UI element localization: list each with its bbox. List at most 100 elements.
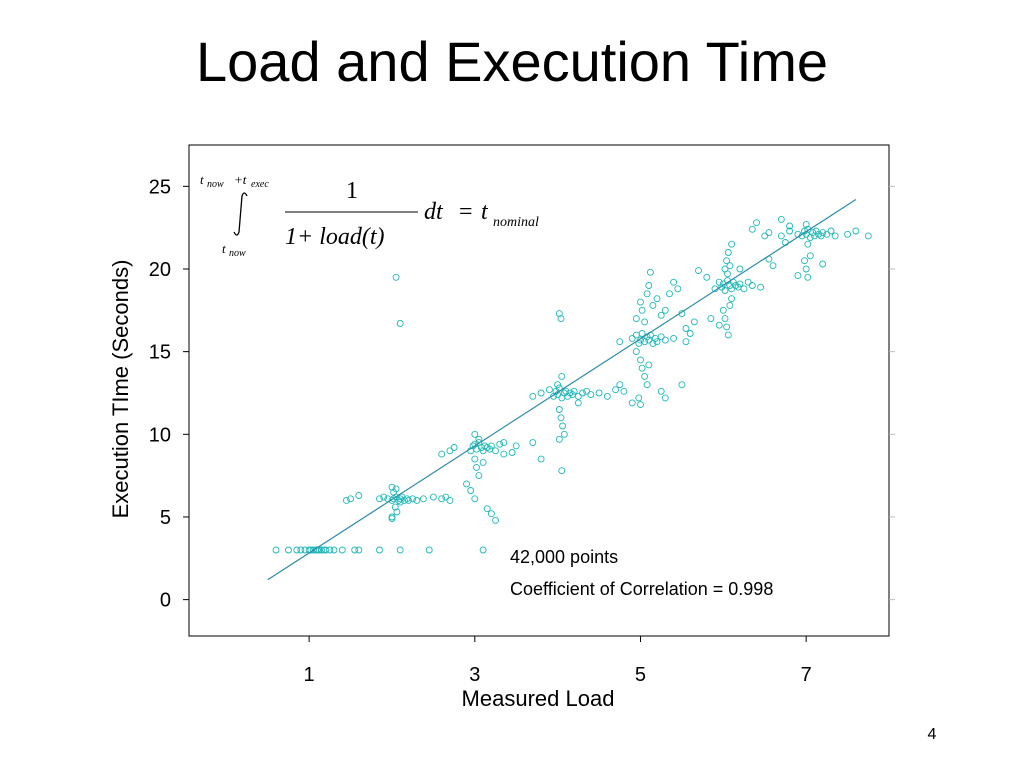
data-point	[446, 496, 454, 504]
data-point	[632, 331, 640, 339]
data-point	[392, 485, 400, 493]
data-point	[721, 315, 729, 323]
data-point	[479, 447, 487, 455]
data-point	[473, 445, 480, 453]
data-point	[529, 392, 537, 400]
data-point	[393, 508, 401, 516]
data-point	[475, 472, 483, 480]
data-point	[351, 546, 359, 554]
data-point	[560, 430, 568, 438]
data-point	[801, 257, 808, 265]
data-point	[653, 338, 661, 346]
data-point	[338, 546, 346, 554]
data-point	[438, 495, 446, 503]
data-point	[620, 387, 628, 395]
data-point	[682, 338, 690, 346]
data-point	[657, 333, 665, 341]
data-point	[661, 336, 669, 344]
data-point	[413, 496, 421, 504]
data-point	[728, 240, 736, 248]
data-point	[555, 406, 563, 413]
data-point	[852, 227, 860, 235]
integral-sign-icon	[233, 192, 248, 236]
data-point	[558, 467, 566, 475]
data-point	[635, 394, 643, 402]
data-point	[396, 495, 404, 503]
data-point	[819, 260, 827, 268]
data-point	[438, 450, 446, 458]
data-point	[391, 503, 399, 511]
formula-lower-t: t	[222, 241, 226, 256]
data-point	[347, 495, 354, 503]
data-point	[487, 510, 495, 518]
data-points	[272, 215, 872, 554]
data-point	[297, 546, 305, 554]
data-point	[272, 546, 280, 554]
data-point	[479, 458, 487, 466]
data-point	[475, 435, 483, 443]
data-point	[555, 310, 563, 318]
data-point	[496, 440, 504, 448]
data-point	[765, 229, 773, 237]
data-point	[695, 267, 702, 275]
data-point	[326, 546, 334, 554]
data-point	[657, 311, 665, 319]
data-point	[823, 230, 831, 238]
data-point	[376, 495, 383, 503]
data-point	[744, 278, 752, 286]
data-point	[487, 442, 495, 450]
data-point	[632, 315, 640, 323]
data-point	[483, 505, 491, 513]
data-point	[555, 435, 563, 443]
data-point	[769, 262, 777, 270]
data-point	[726, 301, 734, 309]
data-point	[724, 249, 732, 256]
data-point	[442, 493, 450, 501]
data-point	[570, 387, 578, 395]
data-point	[492, 447, 499, 455]
data-point	[802, 265, 810, 273]
formula-equals: =	[459, 199, 473, 225]
y-tick-label: 20	[149, 259, 171, 281]
data-point	[728, 295, 736, 303]
data-point	[583, 387, 591, 395]
data-point	[595, 389, 603, 397]
data-point	[388, 483, 396, 491]
data-point	[376, 546, 383, 554]
page-number: 4	[927, 726, 937, 743]
data-point	[603, 392, 611, 400]
formula: t now +t exec t now 1 1+ load(t) dt = t …	[200, 172, 539, 259]
data-point	[748, 225, 756, 233]
data-point	[674, 285, 682, 293]
data-point	[419, 495, 427, 503]
data-point	[777, 215, 785, 223]
data-point	[560, 389, 568, 397]
data-point	[396, 498, 404, 506]
data-point	[637, 356, 644, 364]
formula-upper-exec: exec	[251, 179, 269, 190]
data-point	[425, 546, 433, 554]
data-point	[616, 338, 624, 346]
data-point	[721, 287, 729, 294]
x-axis-title: Measured Load	[462, 686, 615, 711]
data-point	[537, 389, 545, 397]
data-point	[786, 227, 794, 235]
data-point	[690, 318, 698, 326]
data-point	[545, 386, 553, 394]
data-point	[670, 334, 678, 342]
x-tick-label: 7	[801, 664, 812, 686]
data-point	[804, 273, 812, 281]
data-point	[649, 301, 657, 309]
data-point	[641, 372, 649, 380]
data-point	[682, 325, 690, 332]
data-point	[388, 496, 396, 504]
data-point	[753, 219, 760, 227]
data-point	[579, 389, 586, 397]
data-point	[723, 323, 731, 331]
data-point	[864, 232, 872, 240]
y-tick-label: 0	[160, 590, 171, 612]
formula-denominator: 1+ load(t)	[285, 224, 385, 250]
data-point	[562, 387, 570, 395]
data-point	[715, 321, 723, 329]
